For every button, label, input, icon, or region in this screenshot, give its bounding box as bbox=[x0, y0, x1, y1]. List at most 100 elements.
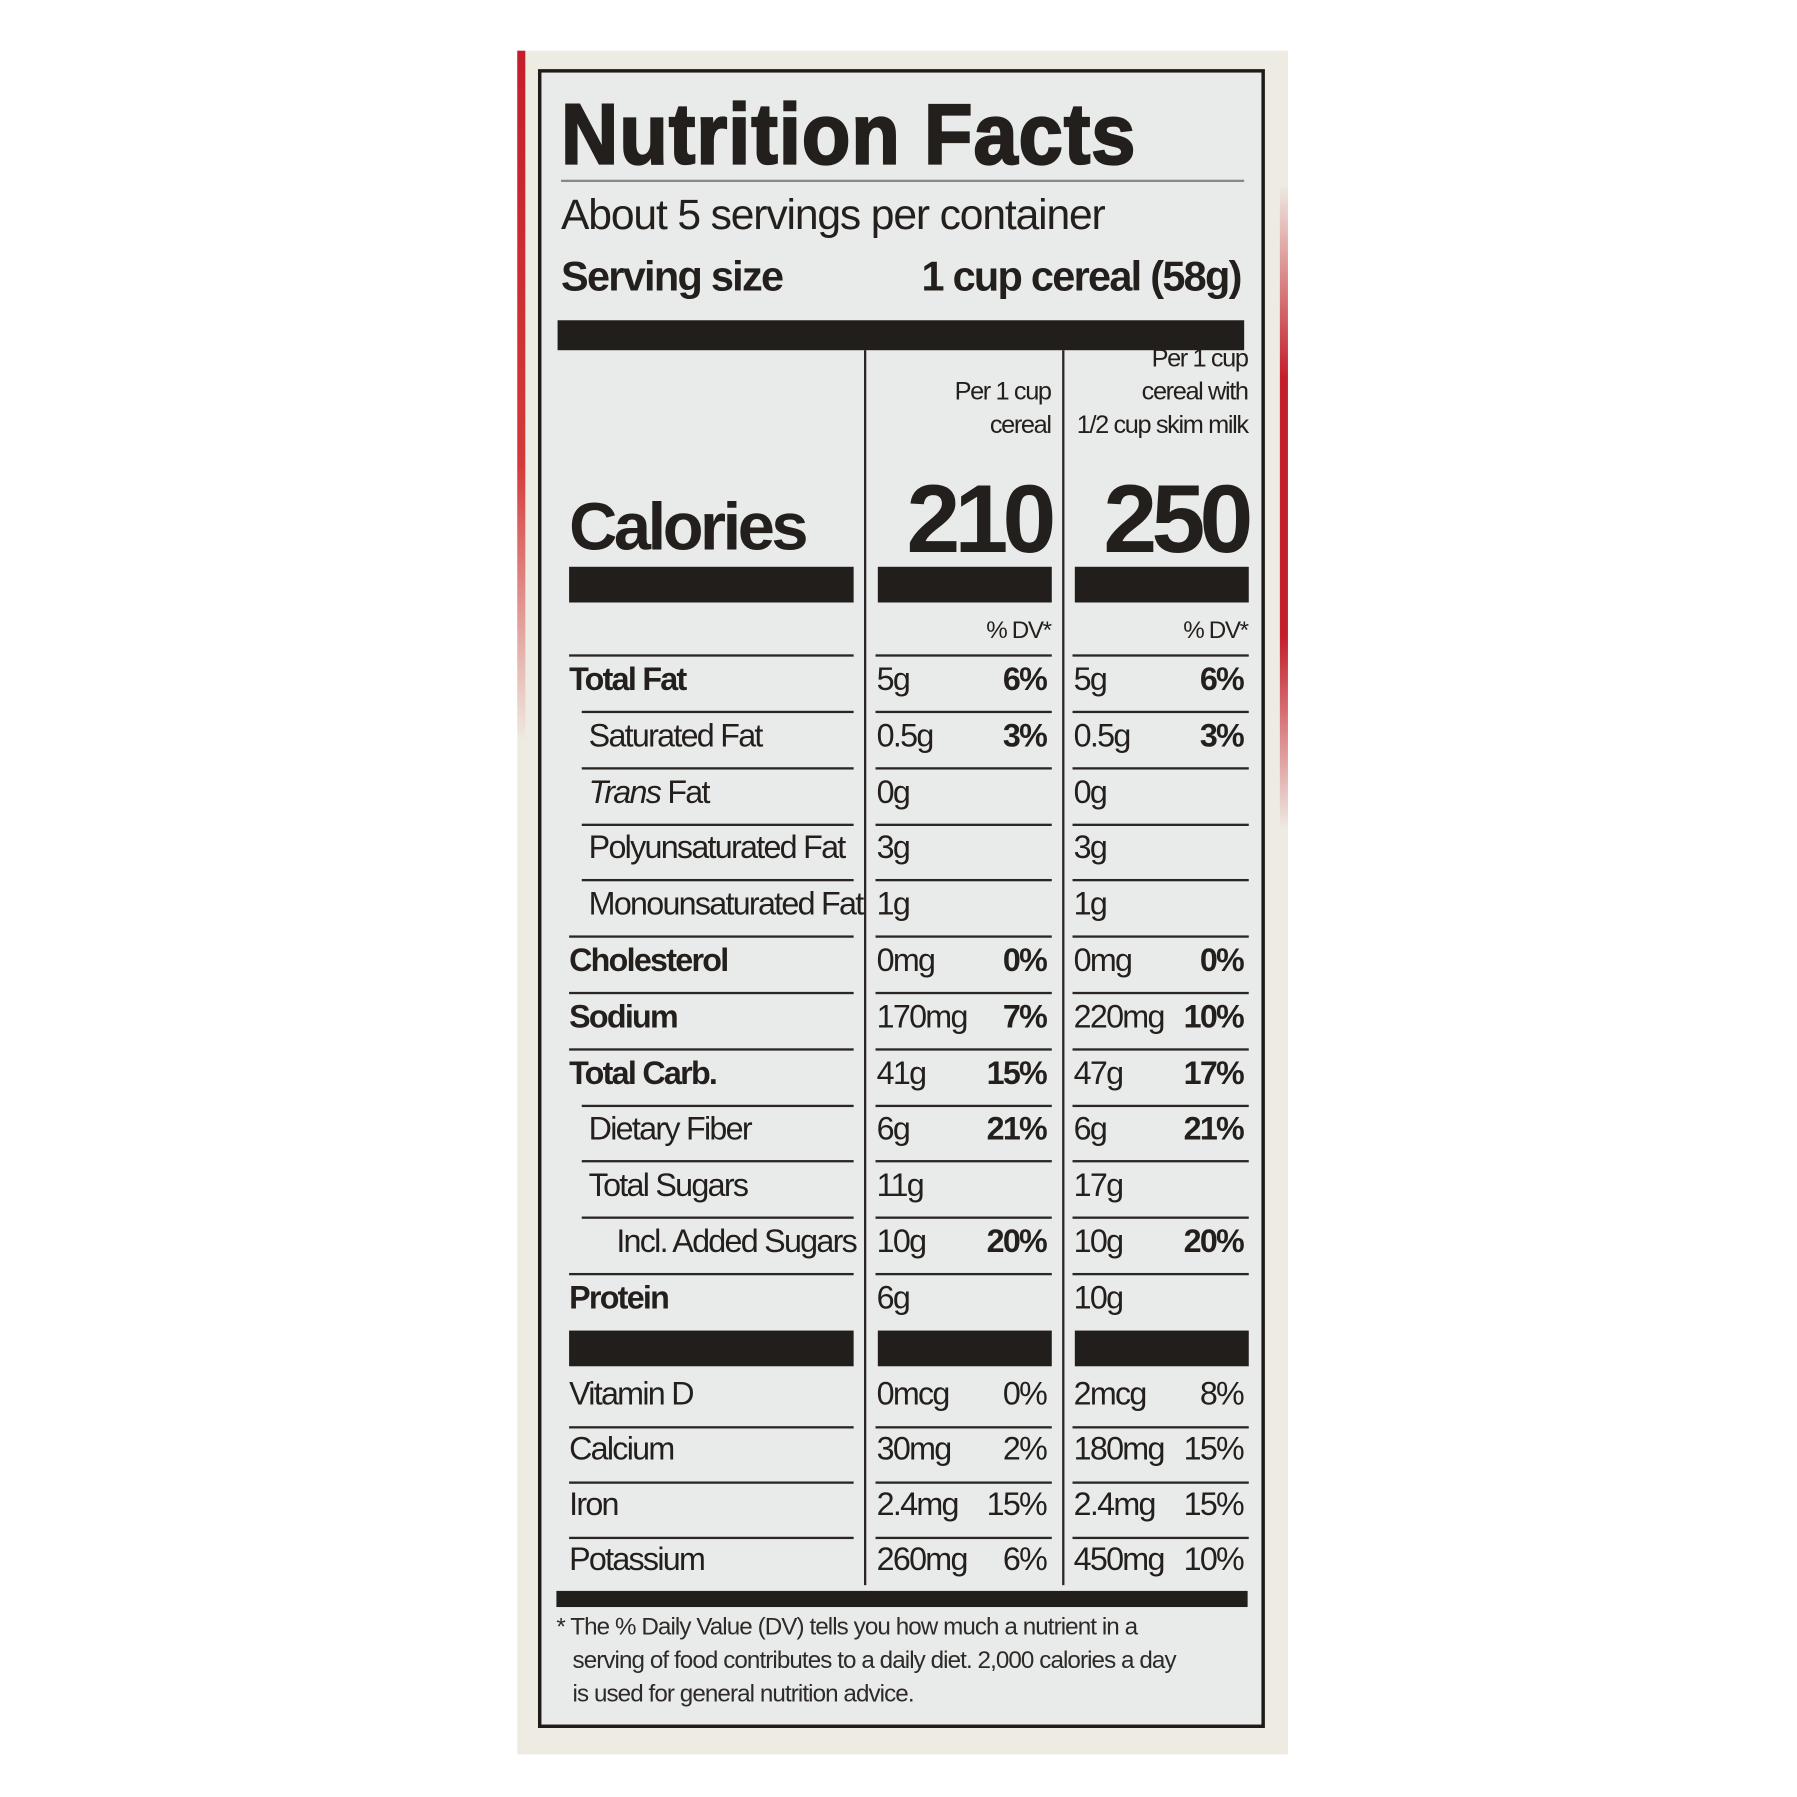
nutrient-name: Total Sugars bbox=[588, 1167, 749, 1203]
row-divider bbox=[1072, 1048, 1249, 1051]
row-divider bbox=[875, 766, 1052, 770]
dv-per-cereal: 7% bbox=[1002, 998, 1048, 1035]
amount-with-milk: 2mcg bbox=[1073, 1375, 1148, 1412]
dv-per-cereal: 3% bbox=[1002, 717, 1048, 754]
row-divider bbox=[875, 1426, 1052, 1429]
row-divider bbox=[569, 935, 854, 938]
nutrient-name: Polyunsaturated Fat bbox=[588, 829, 847, 866]
amount-with-milk: 0.5g bbox=[1073, 717, 1132, 754]
row-divider bbox=[581, 766, 854, 770]
row-divider bbox=[581, 823, 854, 826]
row-divider bbox=[1072, 766, 1249, 770]
calories-value: 250 bbox=[1103, 464, 1253, 573]
amount-with-milk: 17g bbox=[1073, 1167, 1124, 1203]
dv-per-cereal: 2% bbox=[1002, 1430, 1048, 1467]
dv-with-milk: 6% bbox=[1199, 661, 1245, 697]
thick-bar bbox=[1074, 1330, 1249, 1367]
percent-dv-header: % DV* bbox=[1183, 617, 1249, 644]
amount-per-cereal: 0mg bbox=[876, 942, 936, 979]
nutrient-name: Total Fat bbox=[569, 661, 687, 697]
nutrient-name: Monounsaturated Fat bbox=[588, 886, 865, 922]
column-divider bbox=[863, 350, 867, 1586]
row-divider bbox=[875, 1216, 1052, 1220]
row-divider bbox=[569, 654, 854, 657]
nutrient-name: Cholesterol bbox=[569, 942, 729, 979]
row-divider bbox=[875, 991, 1052, 995]
amount-with-milk: 0g bbox=[1073, 773, 1108, 810]
nutrient-name: Saturated Fat bbox=[588, 717, 764, 754]
row-divider bbox=[1072, 1481, 1249, 1484]
footnote-line: serving of food contributes to a daily d… bbox=[572, 1647, 1177, 1674]
nutrient-name: Trans Fat bbox=[588, 773, 711, 811]
row-divider bbox=[875, 1160, 1052, 1163]
amount-with-milk: 10g bbox=[1073, 1223, 1124, 1260]
dv-per-cereal: 20% bbox=[986, 1223, 1048, 1260]
dv-with-milk: 10% bbox=[1183, 1541, 1245, 1578]
row-divider bbox=[1072, 1536, 1249, 1540]
dv-with-milk: 17% bbox=[1183, 1054, 1245, 1091]
row-divider bbox=[875, 654, 1052, 657]
dv-per-cereal: 15% bbox=[986, 1486, 1048, 1522]
amount-with-milk: 450mg bbox=[1073, 1541, 1166, 1578]
amount-with-milk: 2.4mg bbox=[1073, 1486, 1157, 1522]
row-divider bbox=[1072, 1104, 1249, 1107]
row-divider bbox=[1072, 654, 1249, 657]
nutrient-name: Incl. Added Sugars bbox=[616, 1223, 857, 1260]
amount-per-cereal: 260mg bbox=[876, 1541, 969, 1578]
row-divider bbox=[581, 1216, 854, 1220]
amount-with-milk: 180mg bbox=[1073, 1430, 1166, 1467]
thick-bar bbox=[556, 1590, 1248, 1608]
dv-per-cereal: 6% bbox=[1002, 661, 1048, 697]
vitamin-name: Calcium bbox=[569, 1430, 675, 1467]
nutrient-name: Sodium bbox=[569, 998, 679, 1035]
amount-with-milk: 47g bbox=[1073, 1054, 1124, 1091]
row-divider bbox=[569, 1426, 854, 1429]
row-divider bbox=[569, 991, 854, 995]
thick-bar bbox=[1074, 566, 1249, 603]
thick-bar bbox=[557, 320, 1245, 351]
amount-per-cereal: 30mg bbox=[876, 1430, 953, 1467]
amount-per-cereal: 6g bbox=[876, 1279, 911, 1316]
row-divider bbox=[875, 1481, 1052, 1484]
amount-per-cereal: 0g bbox=[876, 773, 911, 810]
dv-per-cereal: 0% bbox=[1002, 942, 1048, 979]
amount-with-milk: 220mg bbox=[1073, 998, 1166, 1035]
dv-with-milk: 15% bbox=[1183, 1486, 1245, 1522]
serving-size-value: 1 cup cereal (58g) bbox=[921, 252, 1242, 300]
amount-with-milk: 10g bbox=[1073, 1279, 1124, 1316]
dv-per-cereal: 0% bbox=[1002, 1375, 1048, 1412]
row-divider bbox=[1072, 1426, 1249, 1429]
amount-per-cereal: 6g bbox=[876, 1110, 911, 1147]
amount-per-cereal: 3g bbox=[876, 829, 911, 866]
row-divider bbox=[569, 1048, 854, 1051]
dv-with-milk: 15% bbox=[1183, 1430, 1245, 1467]
package-red-edge bbox=[517, 50, 526, 742]
row-divider bbox=[581, 710, 854, 714]
dv-with-milk: 0% bbox=[1199, 942, 1245, 979]
amount-per-cereal: 170mg bbox=[876, 998, 969, 1035]
column-divider bbox=[1062, 350, 1065, 1586]
thick-bar bbox=[569, 566, 854, 603]
amount-per-cereal: 2.4mg bbox=[876, 1486, 960, 1522]
divider bbox=[561, 179, 1245, 183]
amount-with-milk: 0mg bbox=[1073, 942, 1133, 979]
thick-bar bbox=[877, 1330, 1052, 1367]
amount-per-cereal: 0mcg bbox=[876, 1375, 951, 1412]
servings-per-container: About 5 servings per container bbox=[561, 191, 1106, 239]
footnote-line: is used for general nutrition advice. bbox=[572, 1680, 915, 1708]
vitamin-name: Iron bbox=[569, 1486, 619, 1522]
footnote-line: * The % Daily Value (DV) tells you how m… bbox=[556, 1613, 1138, 1641]
amount-with-milk: 6g bbox=[1073, 1110, 1108, 1147]
nutrient-name: Total Carb. bbox=[569, 1054, 718, 1091]
percent-dv-header: % DV* bbox=[986, 617, 1052, 644]
nutrient-name: Dietary Fiber bbox=[588, 1110, 753, 1147]
amount-per-cereal: 11g bbox=[876, 1167, 925, 1203]
nutrient-name-italic: Trans bbox=[588, 773, 662, 810]
row-divider bbox=[569, 1481, 854, 1484]
column-header-line: cereal with bbox=[1141, 376, 1249, 406]
calories-label: Calories bbox=[569, 489, 808, 565]
dv-with-milk: 21% bbox=[1183, 1110, 1245, 1147]
amount-per-cereal: 1g bbox=[876, 886, 911, 922]
dv-with-milk: 3% bbox=[1199, 717, 1245, 754]
